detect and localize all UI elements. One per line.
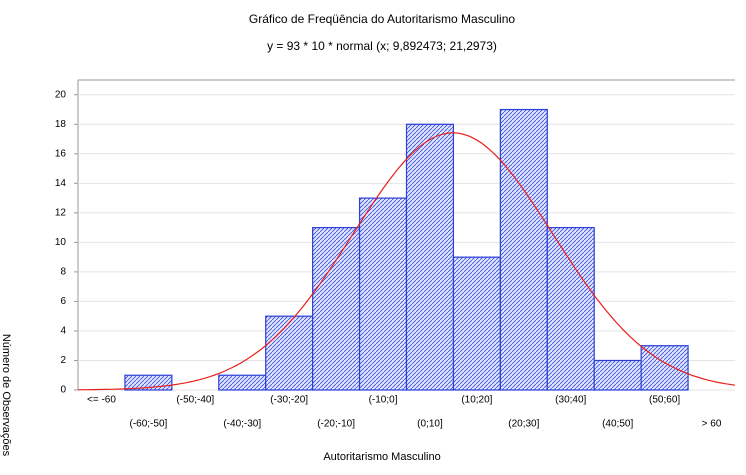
y-tick-label: 0 <box>60 385 66 396</box>
y-tick-label: 16 <box>55 148 67 159</box>
x-tick-label: (-40;-30] <box>223 419 261 430</box>
bar <box>218 374 267 391</box>
x-axis-title: Autoritarismo Masculino <box>323 451 440 463</box>
y-axis-title: Número de Observações <box>0 334 12 457</box>
y-tick-label: 8 <box>60 267 66 278</box>
chart-title: Gráfico de Freqüência do Autoritarismo M… <box>249 12 515 26</box>
bar <box>405 123 455 391</box>
x-tick-label: (40;50] <box>602 419 633 430</box>
y-tick-label: 6 <box>60 296 66 307</box>
x-tick-label: (-30;-20] <box>270 395 308 406</box>
bar <box>499 108 548 391</box>
x-tick-label: > 60 <box>702 419 722 430</box>
bar <box>452 256 501 391</box>
x-tick-label: (20;30] <box>508 419 539 430</box>
y-tick-label: 10 <box>55 237 67 248</box>
x-tick-label: (10;20] <box>461 395 492 406</box>
x-tick-label: (30;40] <box>555 395 586 406</box>
y-tick-label: 18 <box>55 119 67 130</box>
x-tick-label: (-10;0] <box>369 395 398 406</box>
chart-subtitle: y = 93 * 10 * normal (x; 9,892473; 21,29… <box>267 39 497 53</box>
y-tick-label: 12 <box>55 207 67 218</box>
normal-fit-curve <box>77 132 736 391</box>
bar <box>265 315 314 391</box>
x-tick-label: (50;60] <box>649 395 680 406</box>
bar <box>312 227 361 391</box>
bar <box>593 359 642 391</box>
x-tick-label: (-50;-40] <box>176 395 214 406</box>
y-tick-label: 14 <box>55 178 67 189</box>
y-tick-label: 2 <box>60 355 66 366</box>
x-tick-label: (-60;-50] <box>129 419 167 430</box>
x-tick-label: <= -60 <box>87 395 116 406</box>
y-tick-label: 20 <box>55 89 67 100</box>
x-tick-label: (-20;-10] <box>317 419 355 430</box>
bar <box>546 227 595 391</box>
bar <box>358 197 408 391</box>
y-tick-label: 4 <box>60 326 66 337</box>
x-tick-label: (0;10] <box>417 419 443 430</box>
